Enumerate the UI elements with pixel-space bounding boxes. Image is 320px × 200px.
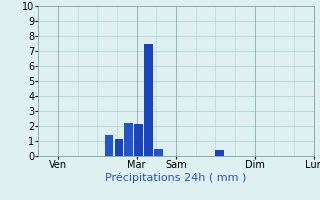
- Bar: [105, 135, 114, 156]
- Bar: [134, 124, 143, 156]
- X-axis label: Précipitations 24h ( mm ): Précipitations 24h ( mm ): [105, 173, 247, 183]
- Bar: [144, 44, 153, 156]
- Bar: [154, 148, 163, 156]
- Bar: [215, 150, 224, 156]
- Bar: [115, 139, 123, 156]
- Bar: [124, 123, 133, 156]
